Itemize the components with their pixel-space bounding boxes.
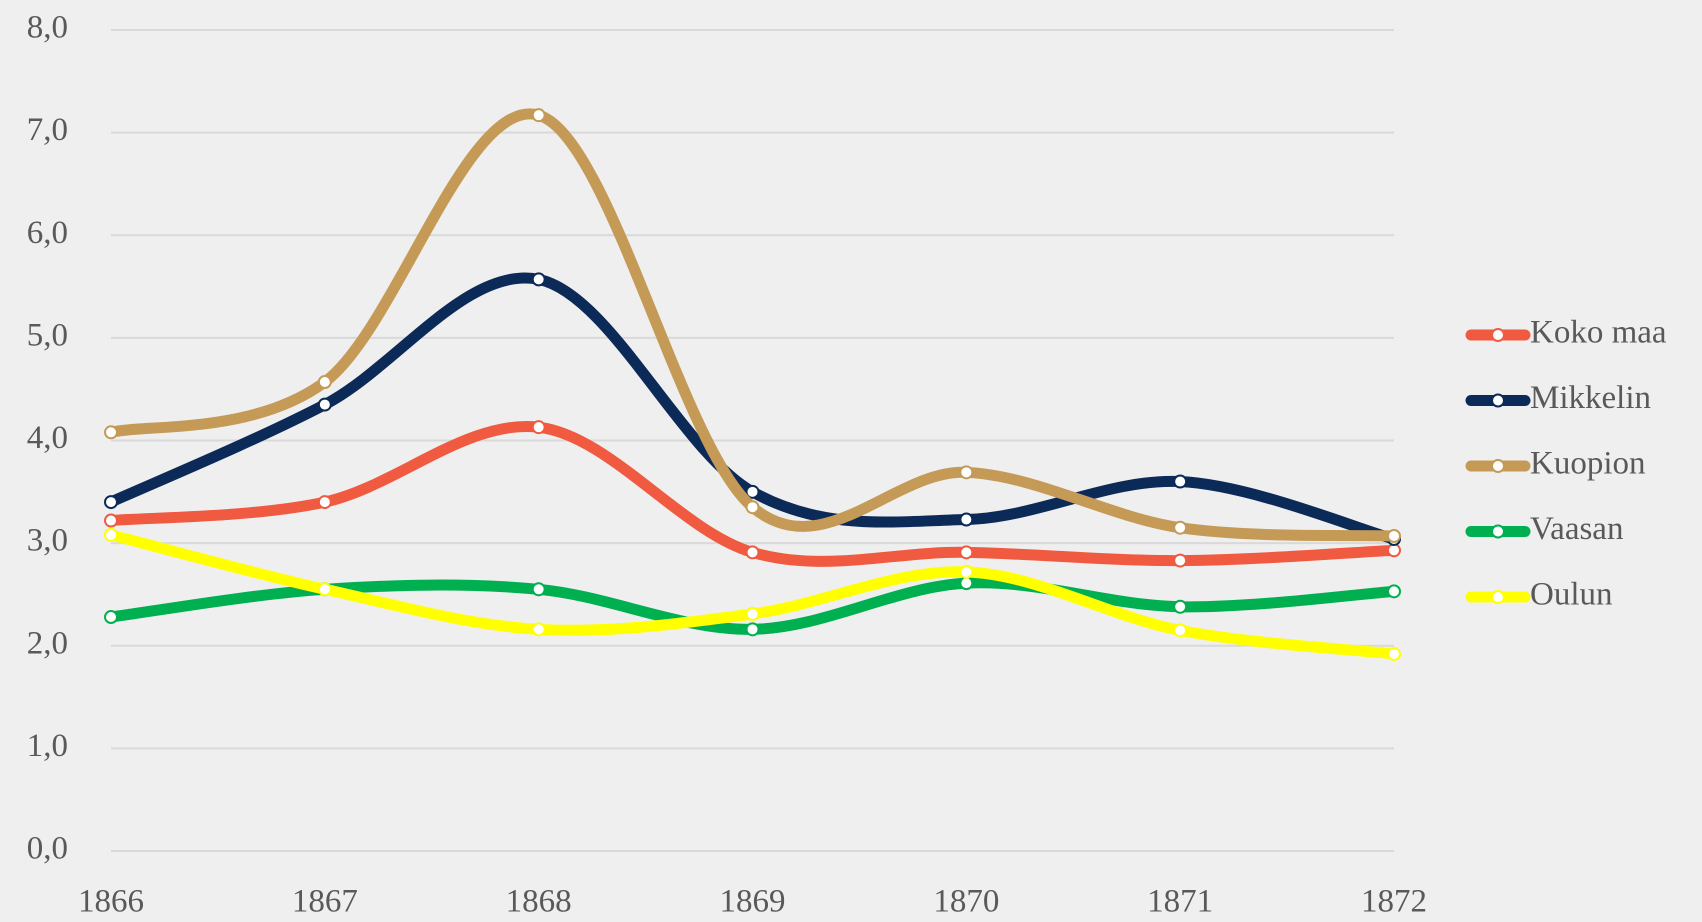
marker (531, 420, 546, 435)
x-tick-label: 1872 (1361, 884, 1427, 920)
legend-marker (1491, 590, 1505, 604)
marker (1173, 623, 1188, 638)
marker (959, 465, 974, 480)
marker (104, 513, 118, 528)
marker (959, 564, 974, 579)
y-tick-label: 0,0 (27, 831, 68, 867)
legend-label: Mikkelin (1530, 380, 1651, 416)
legend-label: Oulun (1530, 577, 1613, 613)
marker (531, 582, 546, 597)
series-line (105, 108, 1400, 542)
y-tick-label: 3,0 (27, 523, 68, 559)
marker (104, 610, 118, 625)
legend-marker (1491, 459, 1505, 473)
x-tick-label: 1869 (720, 884, 786, 920)
x-tick-label: 1867 (292, 884, 358, 920)
marker (959, 576, 974, 591)
x-tick-label: 1866 (78, 884, 144, 920)
marker (959, 512, 974, 527)
marker (1387, 543, 1401, 558)
legend-marker (1491, 524, 1505, 539)
y-tick-label: 6,0 (27, 215, 68, 251)
marker (1173, 599, 1188, 614)
legend-marker (1491, 328, 1505, 342)
marker (959, 545, 974, 560)
marker (1173, 474, 1188, 489)
marker (104, 527, 118, 542)
marker (317, 375, 332, 390)
marker (1387, 528, 1401, 543)
marker (1173, 520, 1188, 535)
y-tick-label: 8,0 (27, 10, 68, 46)
y-tick-label: 7,0 (27, 112, 68, 148)
marker (531, 108, 546, 123)
marker (745, 484, 760, 499)
legend-label: Kuopion (1530, 446, 1646, 482)
legend-marker (1491, 393, 1505, 408)
marker (317, 397, 332, 412)
y-tick-label: 2,0 (27, 625, 68, 661)
legend-label: Koko maa (1530, 315, 1667, 351)
x-tick-label: 1868 (506, 884, 572, 920)
legend-label: Vaasan (1530, 511, 1623, 547)
marker (531, 272, 546, 287)
marker (1173, 553, 1188, 568)
marker (317, 495, 332, 510)
x-tick-label: 1871 (1147, 884, 1213, 920)
marker (1387, 646, 1401, 661)
y-tick-label: 4,0 (27, 420, 68, 456)
marker (317, 582, 332, 597)
marker (745, 622, 760, 637)
marker (745, 545, 760, 560)
marker (531, 622, 546, 637)
marker (1387, 584, 1401, 599)
y-tick-label: 5,0 (27, 317, 68, 353)
x-tick-label: 1870 (933, 884, 999, 920)
y-tick-label: 1,0 (27, 728, 68, 764)
marker (745, 500, 760, 515)
marker (104, 495, 118, 510)
marker (745, 606, 760, 621)
marker (104, 425, 118, 440)
